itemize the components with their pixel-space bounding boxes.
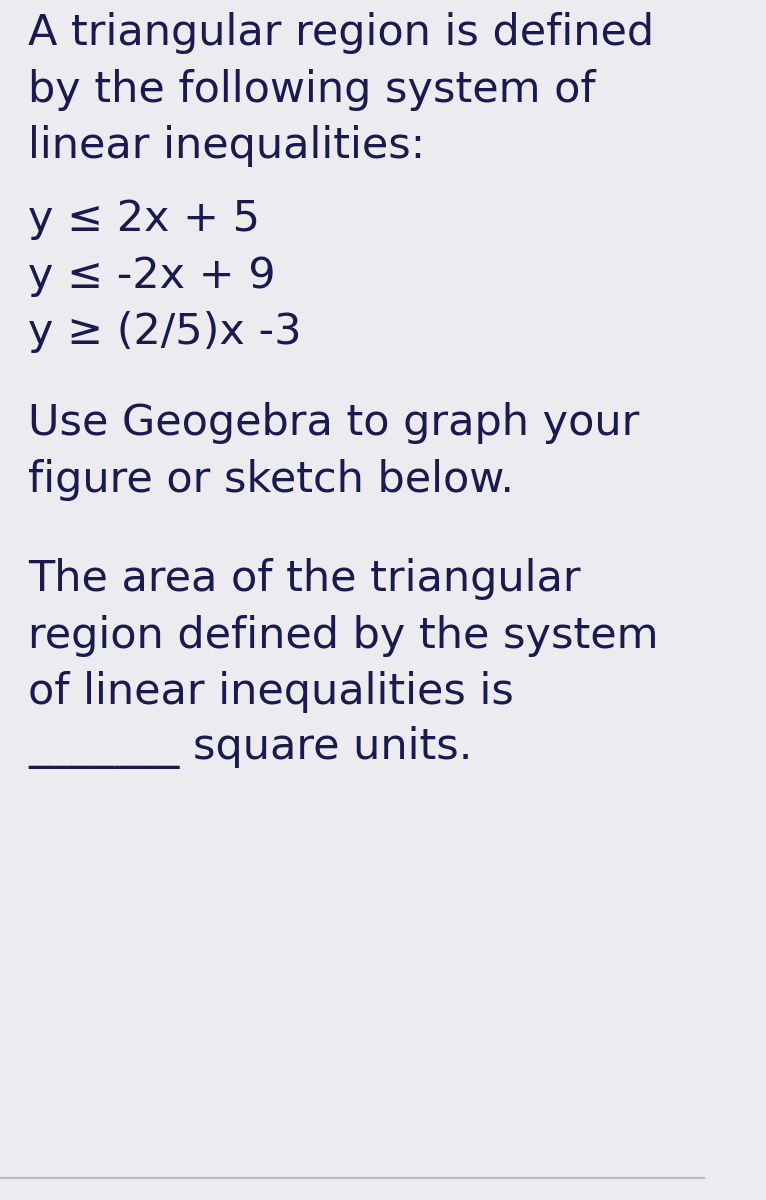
Text: _______ square units.: _______ square units. <box>28 726 473 769</box>
Text: y ≤ -2x + 9: y ≤ -2x + 9 <box>28 254 276 296</box>
Text: y ≤ 2x + 5: y ≤ 2x + 5 <box>28 198 260 240</box>
Text: Use Geogebra to graph your: Use Geogebra to graph your <box>28 402 640 444</box>
Text: y ≥ (2/5)x -3: y ≥ (2/5)x -3 <box>28 311 302 353</box>
Text: The area of the triangular: The area of the triangular <box>28 558 581 600</box>
Text: A triangular region is defined: A triangular region is defined <box>28 12 654 54</box>
Text: by the following system of: by the following system of <box>28 68 596 110</box>
Text: region defined by the system: region defined by the system <box>28 614 659 656</box>
Text: linear inequalities:: linear inequalities: <box>28 125 425 167</box>
Text: of linear inequalities is: of linear inequalities is <box>28 671 514 713</box>
Text: figure or sketch below.: figure or sketch below. <box>28 458 514 500</box>
